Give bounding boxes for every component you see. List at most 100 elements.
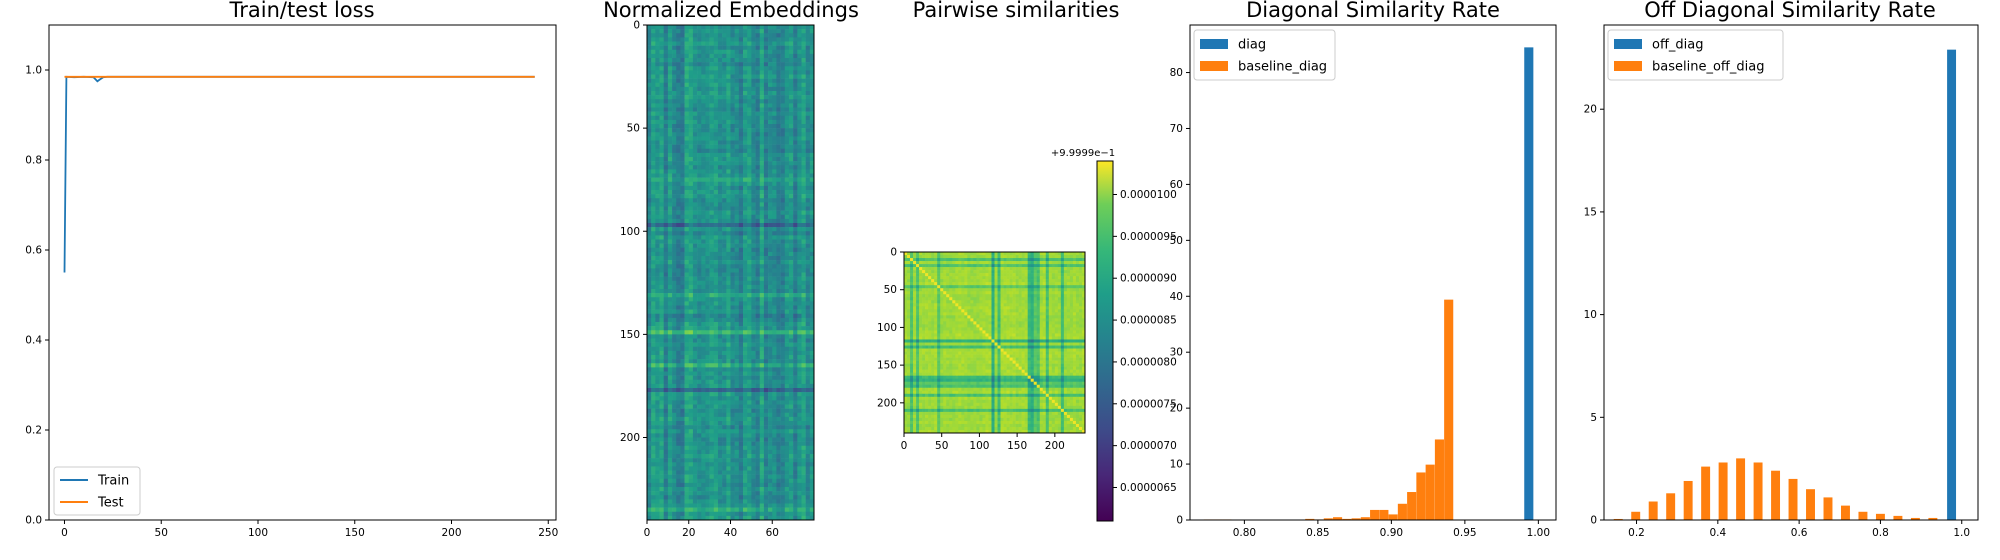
embedding-cell [809,91,815,96]
embedding-cell [788,190,794,195]
embedding-cell [759,482,765,488]
embedding-cell [651,25,656,30]
embedding-cell [776,227,781,232]
embedding-cell [709,367,715,372]
embedding-cell [763,284,769,290]
embedding-cell [738,297,744,302]
embedding-cell [692,326,698,331]
embedding-cell [688,132,694,137]
embedding-cell [747,37,752,42]
embedding-cell [667,82,673,88]
embedding-cell [713,181,719,187]
embedding-cell [676,206,681,211]
embedding-cell [717,383,723,389]
embedding-cell [776,487,781,492]
embedding-cell [776,408,781,414]
embedding-cell [692,396,698,401]
embedding-cell [734,119,740,125]
embedding-cell [788,49,794,55]
embedding-cell [726,239,731,244]
embedding-cell [743,231,748,236]
embedding-cell [768,441,773,447]
embedding-cell [697,231,702,236]
embedding-cell [780,206,786,211]
similarity-cell [1021,255,1025,259]
embedding-cell [784,256,790,261]
embedding-cell [705,454,710,459]
embedding-cell [784,210,790,216]
embedding-cell [793,445,798,451]
embedding-cell [809,214,815,220]
embedding-cell [651,338,656,343]
embedding-cell [713,210,719,216]
embedding-cell [684,185,690,191]
embedding-cell [722,95,727,100]
embedding-cell [647,70,652,75]
embedding-cell [734,338,740,343]
embedding-cell [672,37,677,42]
embedding-cell [743,239,748,244]
embedding-cell [692,144,698,150]
embedding-cell [730,408,735,414]
embedding-cell [701,322,706,327]
embedding-cell [713,334,719,339]
embedding-cell [688,70,694,75]
embedding-cell [801,78,806,84]
embedding-cell [722,342,727,348]
embedding-cell [672,124,677,129]
embedding-cell [713,474,719,480]
embedding-cell [726,433,731,438]
embedding-cell [801,82,806,88]
embedding-cell [759,260,765,265]
embedding-cell [722,272,727,277]
embedding-cell [738,128,744,133]
embedding-cell [801,437,806,442]
embedding-cell [726,58,731,63]
embedding-cell [747,301,752,306]
embedding-cell [705,445,710,451]
embedding-cell [726,416,731,422]
embedding-cell [780,297,786,302]
embedding-cell [788,41,794,46]
embedding-cell [738,429,744,434]
embedding-cell [659,383,664,389]
embedding-cell [709,503,715,508]
embedding-cell [743,313,748,319]
embedding-cell [726,169,731,174]
embedding-cell [797,173,802,178]
embeddings-title: Normalized Embeddings [603,0,859,22]
embedding-cell [692,223,698,228]
embedding-cell [697,367,702,372]
embedding-cell [780,91,786,96]
embedding-cell [763,119,769,125]
embedding-cell [780,53,786,59]
embedding-cell [759,284,765,290]
embedding-cell [688,359,694,364]
embedding-cell [763,239,769,244]
embedding-cell [688,396,694,401]
embedding-cell [722,251,727,257]
embedding-cell [801,74,806,79]
embedding-cell [709,280,715,286]
embedding-cell [680,103,685,108]
embedding-cell [730,235,735,240]
embedding-cell [705,181,710,187]
similarity-cell [913,258,917,262]
embedding-cell [763,206,769,211]
embedding-cell [655,82,660,88]
embedding-cell [655,227,660,232]
embedding-cell [726,99,731,104]
embedding-cell [705,478,710,484]
embedding-cell [713,256,719,261]
embedding-cell [684,66,690,71]
embedding-cell [772,256,777,261]
embedding-cell [676,148,681,154]
embedding-cell [734,185,740,191]
embedding-cell [692,66,698,71]
embedding-cell [709,231,715,236]
embedding-cell [680,148,685,154]
embedding-cell [722,379,727,385]
embedding-cell [805,70,811,75]
embedding-cell [692,276,698,282]
embedding-cell [805,293,811,298]
